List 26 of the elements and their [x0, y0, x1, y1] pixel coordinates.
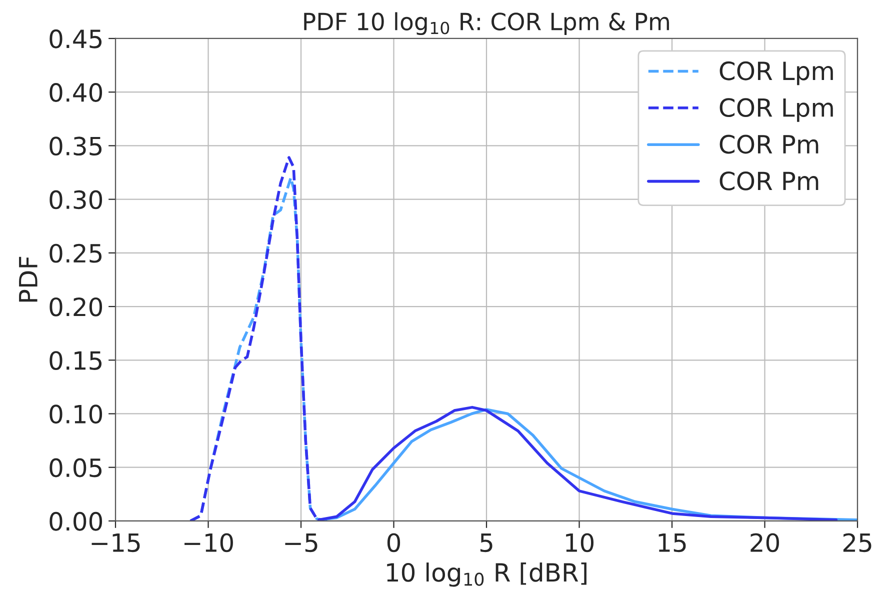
y-axis-title: PDF — [19, 256, 38, 302]
x-tick-label: 15 — [658, 534, 686, 552]
legend-label: COR Pm — [720, 134, 818, 154]
legend-label: COR Lpm — [720, 61, 833, 86]
y-tick-label: 0.05 — [50, 458, 102, 478]
y-tick-label: 0.40 — [50, 83, 102, 102]
x-tick-label: 5 — [480, 534, 492, 552]
x-axis-title: 10 log$_{10}$ R [dBR] — [387, 562, 586, 587]
y-tick-label: 0.20 — [50, 297, 102, 316]
x-tick-label: −5 — [285, 534, 318, 552]
legend-label: COR Pm — [720, 172, 818, 190]
x-tick-label: 20 — [750, 533, 779, 552]
x-tick-label: 0 — [387, 533, 400, 552]
y-tick-label: 0.00 — [50, 512, 102, 531]
x-tick-label: 10 — [566, 533, 594, 552]
x-tick-label: −15 — [92, 534, 140, 552]
legend-label: COR Lpm — [720, 98, 833, 122]
y-tick-label: 0.25 — [50, 244, 102, 263]
y-tick-label: 0.30 — [50, 190, 102, 210]
chart-title: PDF 10 log$_{10}$ R: COR Lpm & Pm — [304, 12, 669, 36]
x-tick-label: −10 — [184, 533, 233, 552]
y-tick-label: 0.10 — [50, 404, 102, 424]
y-tick-label: 0.35 — [50, 136, 102, 156]
y-tick-label: 0.45 — [50, 29, 102, 48]
y-tick-label: 0.15 — [50, 351, 102, 370]
x-tick-label: 25 — [843, 533, 872, 552]
